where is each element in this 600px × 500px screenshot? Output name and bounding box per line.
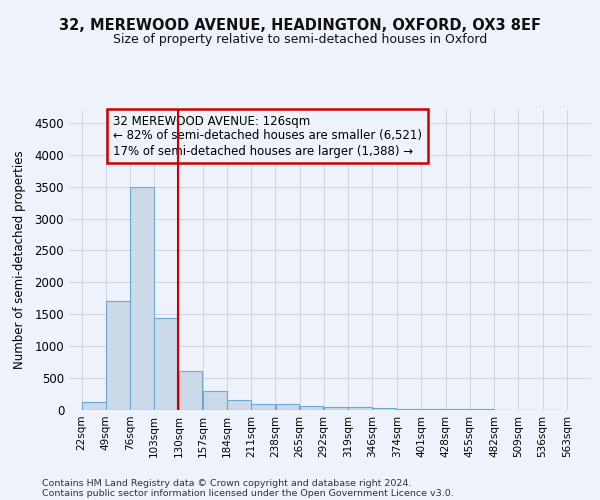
Bar [348,408,372,410]
Bar [324,407,348,410]
Bar [82,402,106,410]
Bar [227,400,251,410]
Text: Size of property relative to semi-detached houses in Oxford: Size of property relative to semi-detach… [113,32,487,46]
Text: Contains HM Land Registry data © Crown copyright and database right 2024.: Contains HM Land Registry data © Crown c… [42,478,412,488]
Bar [422,409,445,410]
Bar [203,392,227,410]
Bar [300,406,323,410]
Bar [130,186,154,410]
Bar [275,404,299,410]
Text: 32 MEREWOOD AVENUE: 126sqm
← 82% of semi-detached houses are smaller (6,521)
17%: 32 MEREWOOD AVENUE: 126sqm ← 82% of semi… [113,114,422,158]
Bar [154,318,178,410]
Y-axis label: Number of semi-detached properties: Number of semi-detached properties [13,150,26,370]
Bar [106,302,130,410]
Text: 32, MEREWOOD AVENUE, HEADINGTON, OXFORD, OX3 8EF: 32, MEREWOOD AVENUE, HEADINGTON, OXFORD,… [59,18,541,32]
Bar [251,404,275,410]
Bar [373,408,396,410]
Text: Contains public sector information licensed under the Open Government Licence v3: Contains public sector information licen… [42,488,454,498]
Bar [397,408,421,410]
Bar [179,371,202,410]
